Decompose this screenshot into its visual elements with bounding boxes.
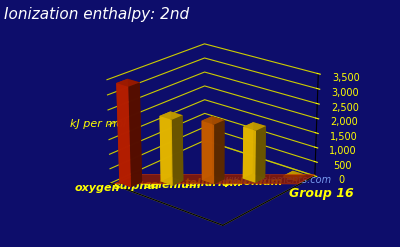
- Text: Ionization enthalpy: 2nd: Ionization enthalpy: 2nd: [4, 7, 189, 22]
